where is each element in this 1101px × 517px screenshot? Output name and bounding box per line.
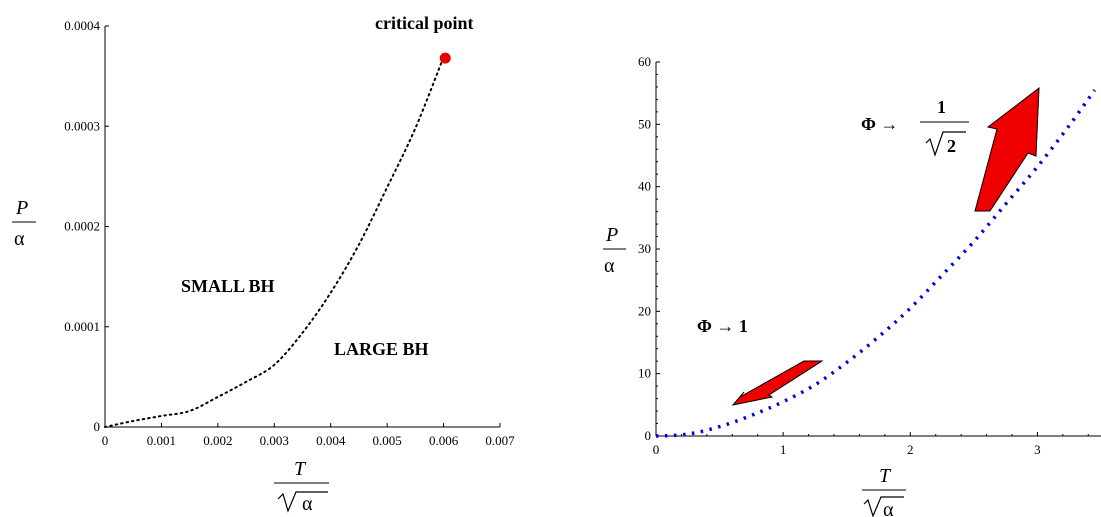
svg-text:1: 1 <box>937 97 946 117</box>
left-x-tick-label: 0.007 <box>485 433 515 448</box>
left-y-tick-label: 0 <box>94 419 101 434</box>
right-y-tick-label: 0 <box>645 428 652 443</box>
right-x-tick-label: 2 <box>907 442 914 457</box>
right-y-tick-label: 50 <box>638 116 651 131</box>
left-y-tick-label: 0.0001 <box>64 319 100 334</box>
left-x-tick-label: 0 <box>102 433 109 448</box>
right-x-tick-label: 1 <box>780 442 787 457</box>
left-sqrt-sign <box>277 491 328 513</box>
left-x-tick-label: 0.003 <box>260 433 289 448</box>
left-chart: 0 0.001 0.002 0.003 0.004 0.005 0.006 0.007 0 0.0… <box>12 13 515 515</box>
right-x-tick-label: 0 <box>653 442 660 457</box>
left-y-tick-label: 0.0004 <box>64 18 100 33</box>
svg-text:P: P <box>605 224 618 246</box>
left-y-tick-label: 0.0002 <box>64 219 100 234</box>
left-x-tick-label: 0.001 <box>147 433 176 448</box>
left-x-tick-label: 0.006 <box>429 433 459 448</box>
small-bh-label: SMALL BH <box>181 276 275 296</box>
left-y-axis-label: P α <box>12 197 36 250</box>
right-sqrt-sign <box>863 496 904 517</box>
right-y-tick-label: 10 <box>638 366 651 381</box>
svg-text:T: T <box>294 458 307 480</box>
right-series-line <box>655 89 1097 438</box>
critical-point-label: critical point <box>375 13 473 33</box>
svg-text:T: T <box>879 465 892 487</box>
right-y-tick-label: 30 <box>638 241 651 256</box>
left-ticks: 0 0.001 0.002 0.003 0.004 0.005 0.006 0.007 0 0.0… <box>64 18 515 448</box>
arrow-toward-phi-1 <box>731 360 824 406</box>
left-y-tick-label: 0.0003 <box>64 118 100 133</box>
right-x-tick-label: 3 <box>1034 442 1041 457</box>
left-x-tick-label: 0.005 <box>373 433 402 448</box>
svg-text:2: 2 <box>947 136 956 156</box>
svg-text:α: α <box>883 499 894 517</box>
right-y-tick-label: 20 <box>638 303 651 318</box>
svg-text:α: α <box>14 228 25 250</box>
svg-text:Φ →: Φ → <box>861 114 898 134</box>
arrow-toward-phi-1-over-root2 <box>974 86 1040 212</box>
right-x-axis-label: T α <box>862 465 906 517</box>
critical-point-marker <box>439 52 451 64</box>
large-bh-label: LARGE BH <box>334 339 429 359</box>
right-y-tick-label: 60 <box>638 54 651 69</box>
right-y-axis-label: P α <box>603 224 626 277</box>
phi-to-1-label: Φ → 1 <box>697 316 748 336</box>
phi-to-inverse-root2-label: Φ → 1 2 <box>861 97 969 157</box>
svg-text:P: P <box>15 197 28 219</box>
svg-text:α: α <box>302 493 313 515</box>
left-series-line <box>104 56 445 428</box>
left-x-axis-label: T α <box>274 458 329 515</box>
left-x-tick-label: 0.004 <box>316 433 346 448</box>
left-x-tick-label: 0.002 <box>203 433 232 448</box>
right-y-tick-label: 40 <box>638 179 651 194</box>
svg-text:α: α <box>604 255 615 277</box>
